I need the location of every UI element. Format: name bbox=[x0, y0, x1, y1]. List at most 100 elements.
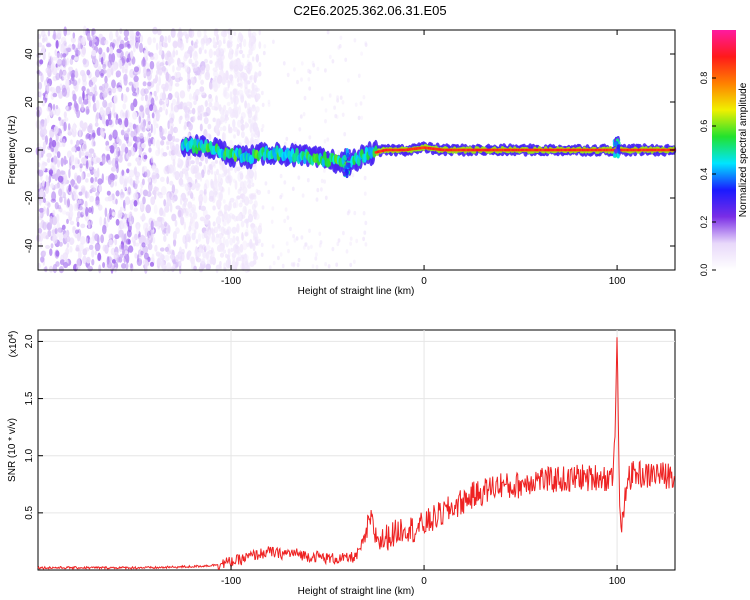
heatmap-cell bbox=[187, 71, 191, 80]
heatmap-cell bbox=[120, 129, 125, 136]
heatmap-cell bbox=[205, 245, 211, 251]
heatmap-cell bbox=[66, 57, 69, 66]
heatmap-cell bbox=[261, 124, 265, 129]
heatmap-cell bbox=[360, 115, 364, 121]
heatmap-cell bbox=[108, 239, 113, 248]
heatmap-cell bbox=[244, 121, 248, 129]
heatmap-cell bbox=[177, 209, 182, 218]
heatmap-cell bbox=[118, 119, 123, 126]
heatmap-cell bbox=[93, 168, 97, 174]
heatmap-cell bbox=[77, 211, 81, 219]
heatmap-cell bbox=[120, 222, 125, 230]
heatmap-cell bbox=[284, 207, 288, 212]
heatmap-cell bbox=[323, 179, 326, 184]
spectrogram-x-label: Height of straight line (km) bbox=[298, 286, 415, 297]
heatmap-cell bbox=[116, 136, 120, 143]
heatmap-cell bbox=[86, 88, 90, 95]
heatmap-cell bbox=[40, 30, 46, 38]
heatmap-cell bbox=[93, 152, 96, 158]
heatmap-cell bbox=[133, 66, 140, 73]
heatmap-cell bbox=[172, 197, 175, 203]
heatmap-cell bbox=[158, 49, 163, 56]
heatmap-cell bbox=[222, 249, 227, 254]
heatmap-cell bbox=[214, 159, 218, 164]
heatmap-cell bbox=[94, 177, 98, 182]
heatmap-cell bbox=[179, 197, 183, 206]
heatmap-cell bbox=[76, 216, 79, 223]
heatmap-cell bbox=[212, 117, 216, 123]
heatmap-cell bbox=[250, 223, 256, 228]
heatmap-cell bbox=[230, 59, 235, 68]
heatmap-cell bbox=[49, 128, 55, 138]
heatmap-cell bbox=[338, 44, 342, 49]
heatmap-cell bbox=[172, 135, 176, 142]
heatmap-cell bbox=[244, 218, 250, 224]
heatmap-cell bbox=[208, 101, 213, 108]
heatmap-cell bbox=[91, 187, 97, 192]
heatmap-cell bbox=[114, 150, 118, 159]
heatmap-cell bbox=[57, 205, 62, 210]
heatmap-cell bbox=[74, 49, 81, 57]
heatmap-cell bbox=[122, 93, 128, 104]
heatmap-cell bbox=[113, 251, 119, 259]
heatmap-cell bbox=[172, 40, 178, 49]
heatmap-cell bbox=[235, 106, 240, 111]
heatmap-cell bbox=[115, 147, 120, 152]
heatmap-cell bbox=[175, 227, 180, 235]
heatmap-cell bbox=[67, 72, 70, 80]
heatmap-cell bbox=[249, 238, 253, 249]
heatmap-cell bbox=[81, 157, 86, 164]
heatmap-cell bbox=[307, 77, 311, 82]
heatmap-cell bbox=[70, 37, 76, 43]
heatmap-cell bbox=[96, 157, 101, 163]
heatmap-cell bbox=[88, 91, 94, 97]
heatmap-cell bbox=[198, 194, 204, 204]
heatmap-cell bbox=[208, 229, 211, 240]
heatmap-cell bbox=[143, 136, 147, 142]
heatmap-cell bbox=[324, 195, 328, 200]
heatmap-cell bbox=[59, 207, 63, 213]
heatmap-cell bbox=[251, 104, 256, 112]
heatmap-cell bbox=[207, 38, 211, 45]
heatmap-cell bbox=[344, 165, 348, 170]
heatmap-cell bbox=[204, 49, 207, 54]
heatmap-cell bbox=[316, 187, 320, 193]
heatmap-cell bbox=[136, 136, 141, 143]
heatmap-cell bbox=[239, 243, 244, 253]
heatmap-cell bbox=[217, 45, 221, 50]
heatmap-cell bbox=[364, 42, 368, 47]
heatmap-cell bbox=[42, 34, 48, 42]
heatmap-cell bbox=[240, 262, 245, 271]
snr-frame bbox=[37, 329, 676, 571]
heatmap-cell bbox=[156, 216, 163, 222]
heatmap-cell bbox=[200, 91, 206, 96]
heatmap-cell bbox=[153, 90, 157, 97]
heatmap-cell bbox=[229, 126, 233, 134]
heatmap-cell bbox=[50, 198, 57, 203]
heatmap-cell bbox=[341, 100, 345, 105]
heatmap-cell bbox=[91, 205, 94, 215]
heatmap-cell bbox=[236, 223, 240, 234]
heatmap-cell bbox=[219, 245, 224, 253]
heatmap-cell bbox=[161, 65, 166, 72]
heatmap-cell bbox=[279, 252, 283, 257]
heatmap-cell bbox=[252, 122, 258, 132]
heatmap-cell bbox=[139, 187, 143, 196]
heatmap-cell bbox=[59, 196, 63, 203]
heatmap-cell bbox=[252, 115, 256, 121]
heatmap-cell bbox=[46, 76, 50, 83]
heatmap-cell bbox=[211, 233, 216, 243]
heatmap-cell bbox=[42, 141, 47, 150]
heatmap-cell bbox=[114, 237, 118, 246]
heatmap-cell bbox=[240, 95, 245, 103]
heatmap-cell bbox=[189, 212, 192, 218]
heatmap-cell bbox=[232, 254, 236, 262]
heatmap-cell bbox=[300, 235, 304, 240]
heatmap-cell bbox=[159, 106, 163, 113]
heatmap-cell bbox=[150, 123, 153, 134]
heatmap-cell bbox=[355, 238, 359, 244]
heatmap-cell bbox=[212, 205, 216, 211]
heatmap-cell bbox=[296, 262, 300, 268]
heatmap-cell bbox=[165, 71, 170, 82]
heatmap-cell bbox=[54, 228, 58, 235]
